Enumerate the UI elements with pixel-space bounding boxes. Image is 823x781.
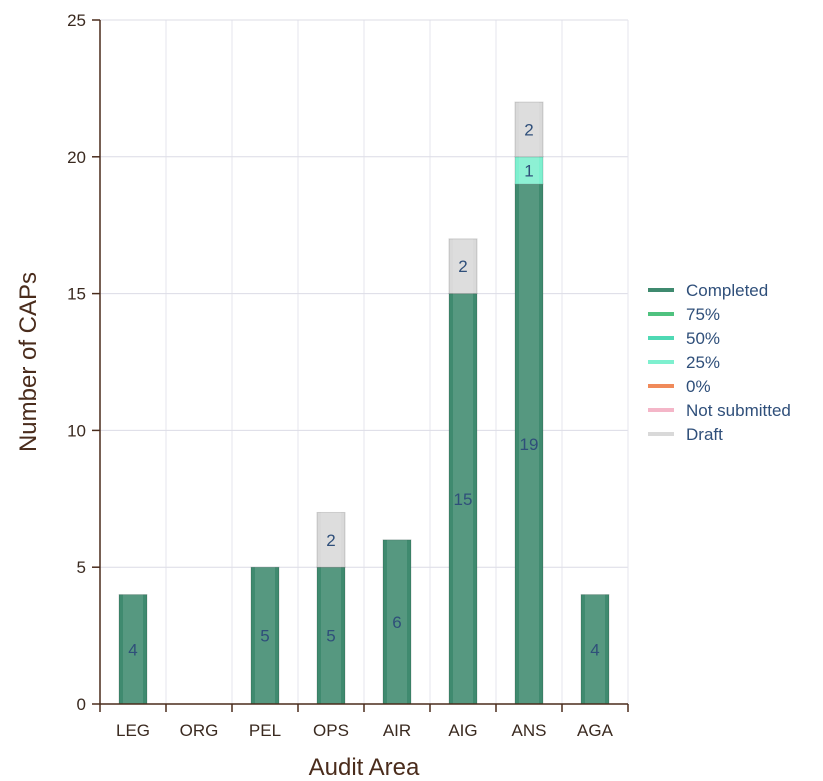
legend: Completed 75% 50% 25% 0% Not submitted Draft xyxy=(648,281,791,444)
y-tick-label: 10 xyxy=(67,421,86,440)
y-axis-title: Number of CAPs xyxy=(15,272,42,452)
bar-segment-completed xyxy=(316,566,346,705)
bar-segment-highlight xyxy=(519,102,539,157)
bar-segment-completed xyxy=(514,183,544,705)
bar-segment-draft xyxy=(316,511,346,568)
bar-stacks: 4 5 5 2 6 15 2 19 1 2 4 xyxy=(118,101,610,705)
bar-data-label: 4 xyxy=(128,640,137,659)
axes xyxy=(92,19,629,712)
x-tick-label: AGA xyxy=(577,721,614,740)
bar-segment-highlight xyxy=(453,238,473,294)
bar-segment-highlight xyxy=(519,184,539,704)
bar-data-label: 5 xyxy=(260,627,269,646)
x-tick-label: LEG xyxy=(116,721,150,740)
x-tick-label: AIG xyxy=(448,721,477,740)
bar-segment-highlight xyxy=(519,156,539,185)
legend-label: 50% xyxy=(686,329,720,348)
bar-segment-highlight xyxy=(453,293,473,704)
bar-data-label: 2 xyxy=(326,531,335,550)
y-tick-label: 25 xyxy=(67,11,86,30)
x-tick-label: AIR xyxy=(383,721,411,740)
bar-segment-highlight xyxy=(255,567,275,704)
x-axis-title: Audit Area xyxy=(309,754,420,781)
bar-data-label: 15 xyxy=(454,490,473,509)
bar-segment-completed xyxy=(448,293,478,705)
bar-segment-completed xyxy=(382,539,412,705)
y-tick-label: 20 xyxy=(67,148,86,167)
y-tick-label: 5 xyxy=(77,558,86,577)
x-tick-label: PEL xyxy=(249,721,281,740)
bar-data-label: 2 xyxy=(458,257,467,276)
bar-segment-highlight xyxy=(321,512,341,568)
grid-lines xyxy=(100,19,629,704)
bar-segment-highlight xyxy=(387,539,407,704)
bar-data-label: 6 xyxy=(392,613,401,632)
x-tick-label: ORG xyxy=(180,721,219,740)
bar-data-label: 1 xyxy=(524,161,533,180)
x-tick-label: OPS xyxy=(313,721,349,740)
bar-data-label: 2 xyxy=(524,120,533,139)
bar-data-label: 5 xyxy=(326,627,335,646)
legend-label: Completed xyxy=(686,281,768,300)
y-tick-label: 0 xyxy=(77,695,86,714)
legend-label: 75% xyxy=(686,305,720,324)
bar-segment-draft xyxy=(448,238,478,295)
x-tick-label: ANS xyxy=(512,721,547,740)
bar-segment-draft xyxy=(514,101,544,158)
bar-segment-highlight xyxy=(321,567,341,704)
bar-segment-highlight xyxy=(585,594,605,704)
legend-label: 0% xyxy=(686,377,711,396)
legend-label: Not submitted xyxy=(686,401,791,420)
bar-segment-highlight xyxy=(123,594,143,704)
legend-label: Draft xyxy=(686,425,723,444)
bar-data-label: 19 xyxy=(520,435,539,454)
legend-label: 25% xyxy=(686,353,720,372)
bar-data-label: 4 xyxy=(590,640,599,659)
y-tick-label: 15 xyxy=(67,285,86,304)
